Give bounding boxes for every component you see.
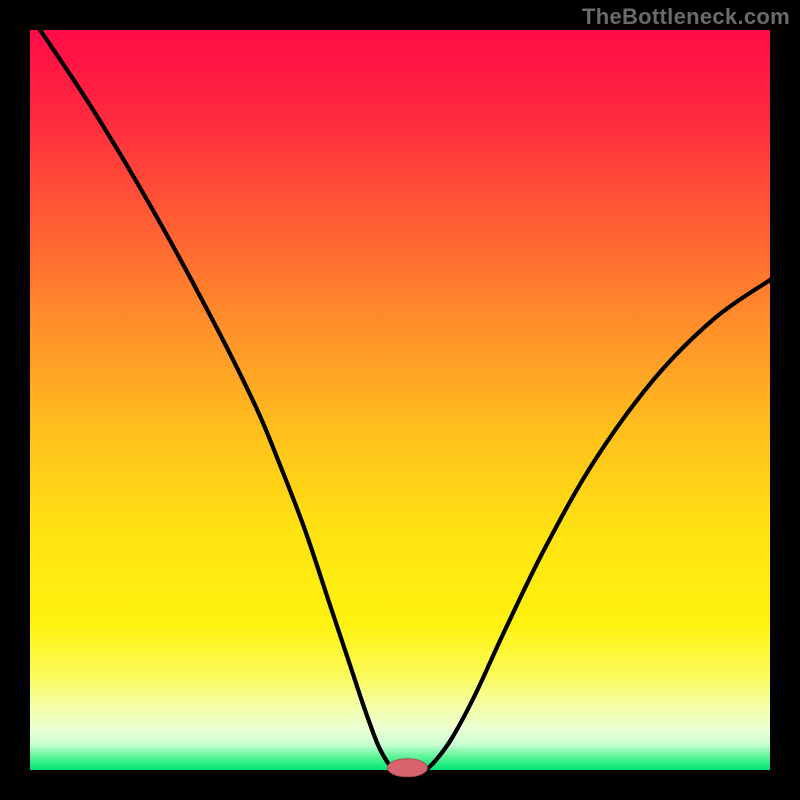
bottleneck-chart (0, 0, 800, 800)
chart-stage: TheBottleneck.com (0, 0, 800, 800)
optimal-marker (387, 759, 427, 777)
plot-area (30, 30, 770, 770)
watermark-text: TheBottleneck.com (582, 4, 790, 30)
